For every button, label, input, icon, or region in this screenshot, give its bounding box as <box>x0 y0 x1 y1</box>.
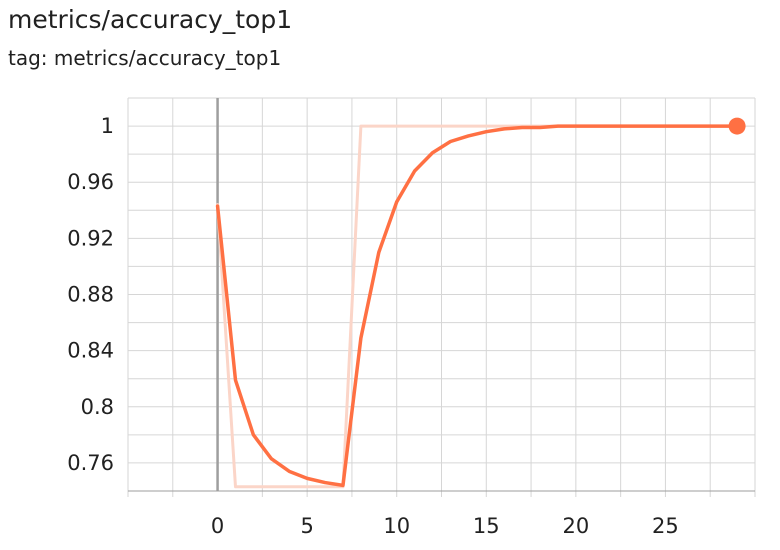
y-axis-ticks: 0.76 0.8 0.84 0.88 0.92 0.96 1 <box>67 114 114 475</box>
y-tick-label: 0.8 <box>81 395 114 419</box>
x-tick-label: 25 <box>652 514 679 538</box>
x-axis-ticks: 0 5 10 15 20 25 <box>211 514 679 538</box>
axes <box>128 98 755 492</box>
last-point-marker <box>728 117 746 135</box>
y-tick-label: 0.84 <box>67 339 114 363</box>
y-tick-label: 0.76 <box>67 451 114 475</box>
series-group <box>215 117 746 489</box>
x-tick-label: 5 <box>300 514 313 538</box>
x-tick-label: 20 <box>562 514 589 538</box>
y-tick-label: 0.96 <box>67 170 114 194</box>
x-tick-label: 15 <box>473 514 500 538</box>
grid <box>127 97 756 497</box>
y-tick-label: 1 <box>101 114 114 138</box>
x-tick-label: 10 <box>383 514 410 538</box>
y-tick-label: 0.92 <box>67 226 114 250</box>
chart-tag: tag: metrics/accuracy_top1 <box>8 46 282 70</box>
smoothed-series-line <box>215 124 739 488</box>
raw-series-line <box>216 124 739 489</box>
y-tick-label: 0.88 <box>67 283 114 307</box>
x-tick-label: 0 <box>211 514 224 538</box>
chart-title: metrics/accuracy_top1 <box>8 5 293 34</box>
